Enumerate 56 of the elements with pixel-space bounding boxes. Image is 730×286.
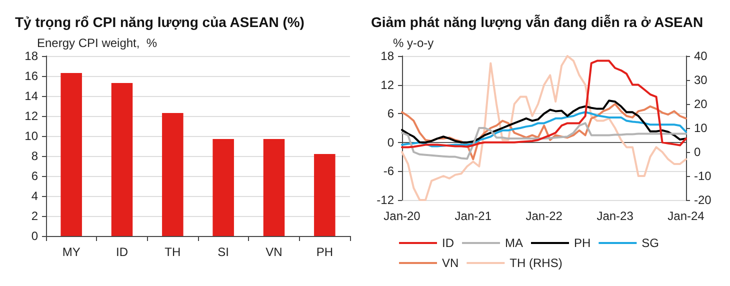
- y2-tick-label: 40: [694, 49, 708, 63]
- legend-label: SG: [642, 236, 660, 250]
- y-tick-label: 18: [380, 49, 394, 63]
- bar: [111, 83, 133, 236]
- x-tick-label: VN: [266, 245, 282, 259]
- x-tick-label: TH: [164, 245, 181, 259]
- y-tick-label: 14: [24, 89, 38, 103]
- y2-tick-label: 0: [694, 145, 701, 159]
- line-series: [401, 60, 687, 148]
- bar: [162, 113, 184, 236]
- x-tick-label: PH: [316, 245, 334, 259]
- line-series: [401, 100, 687, 144]
- legend-label: VN: [442, 256, 459, 270]
- x-tick-label: Jan-22: [526, 209, 563, 223]
- y-tick-label: 18: [24, 49, 38, 63]
- y-tick-label: 2: [31, 209, 38, 223]
- y-axis-title: % y-o-y: [393, 36, 434, 50]
- y-tick-label: -12: [376, 193, 394, 207]
- bar: [263, 139, 285, 236]
- y2-tick-label: 10: [694, 121, 708, 135]
- bar: [60, 73, 82, 236]
- y-tick-label: 10: [24, 129, 38, 143]
- y-tick-label: 0: [31, 229, 38, 243]
- y2-tick-label: -20: [694, 193, 712, 207]
- x-tick-label: Jan-24: [668, 209, 705, 223]
- legend-label: ID: [442, 236, 454, 250]
- y-tick-label: 4: [31, 189, 38, 203]
- chart-title: Tỷ trọng rổ CPI năng lượng của ASEAN (%): [15, 14, 304, 30]
- x-tick-label: SI: [218, 245, 230, 259]
- y-tick-label: 12: [380, 78, 394, 92]
- bar: [314, 154, 336, 236]
- line-series: [401, 103, 687, 160]
- x-tick-label: Jan-20: [384, 209, 421, 223]
- y2-tick-label: 20: [694, 97, 708, 111]
- line-series: [401, 55, 687, 201]
- y-tick-label: 8: [31, 149, 38, 163]
- y-tick-label: 12: [24, 109, 38, 123]
- y2-tick-label: -10: [694, 169, 712, 183]
- y-axis-title: Energy CPI weight, %: [37, 36, 158, 50]
- y-tick-label: 6: [31, 169, 38, 183]
- x-tick-label: MY: [62, 245, 80, 259]
- y-tick-label: 0: [387, 135, 394, 150]
- y-tick-label: 16: [24, 69, 38, 83]
- legend-label: MA: [505, 236, 523, 250]
- legend-label: TH (RHS): [510, 256, 562, 270]
- x-tick-label: Jan-21: [454, 209, 492, 223]
- y2-tick-label: 30: [694, 73, 708, 87]
- bar: [212, 139, 234, 236]
- line-series: [401, 111, 687, 148]
- legend-label: PH: [574, 236, 591, 250]
- y-tick-label: 6: [387, 106, 394, 121]
- x-tick-label: ID: [116, 245, 128, 259]
- chart-title: Giảm phát năng lượng vẫn đang diễn ra ở ASEAN: [371, 14, 704, 30]
- x-tick-label: Jan-23: [596, 209, 634, 223]
- line-series: [401, 122, 687, 160]
- y-tick-label: -6: [383, 164, 394, 178]
